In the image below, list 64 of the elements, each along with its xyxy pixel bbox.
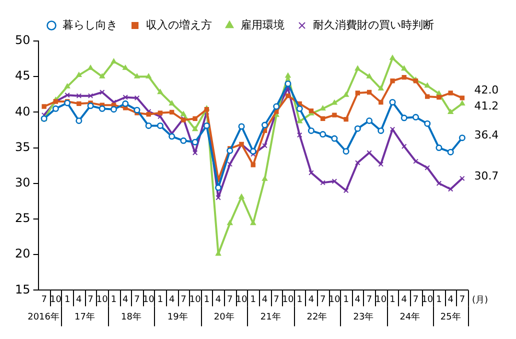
y-tick-label: 35 — [14, 140, 30, 154]
x-tick-label: 7 — [273, 294, 280, 305]
y-tick-label: 15 — [14, 282, 30, 296]
x-tick-label: 10 — [96, 294, 108, 305]
text: 24年 — [400, 312, 420, 323]
x-tick-label: 1 — [250, 294, 256, 305]
x-tick-label: 4 — [354, 294, 361, 305]
x-tick-label: 4 — [401, 294, 408, 305]
x-tick-label: 4 — [308, 294, 314, 305]
legend-label: 暮らし向き — [62, 18, 118, 32]
x-tick-label: 1 — [436, 294, 442, 305]
text: 25年 — [440, 312, 461, 323]
y-tick-label: 30 — [14, 176, 30, 190]
text: 22年 — [306, 312, 328, 323]
x-tick-label: 7 — [320, 294, 326, 305]
legend-label: 耐久消費財の買い時判断 — [313, 18, 434, 32]
x-tick-label: 7 — [366, 294, 372, 305]
x-tick-label: 4 — [448, 294, 454, 305]
x-tick-label: 10 — [142, 294, 155, 305]
x-tick-label: 4 — [76, 294, 82, 305]
data-label: 42.0 — [474, 84, 499, 97]
x-tick-label: 4 — [168, 294, 175, 305]
y-tick-label: 20 — [14, 246, 30, 261]
x-tick-label: 1 — [157, 294, 164, 305]
text: 18年 — [120, 312, 142, 323]
y-tick-label: 40 — [14, 104, 30, 118]
legend-label: 収入の増え方 — [146, 18, 212, 32]
x-tick-label: 10 — [375, 294, 387, 305]
x-tick-label: 7 — [88, 294, 94, 305]
x-tick-label: 10 — [282, 294, 294, 305]
text: 21年 — [260, 312, 281, 323]
y-tick-label: 25 — [14, 211, 30, 226]
x-axis-title: (月) — [472, 296, 488, 306]
x-tick-label: 1 — [390, 294, 396, 305]
x-tick-label: 4 — [215, 294, 222, 305]
x-tick-label: 4 — [122, 294, 129, 305]
x-tick-label: 7 — [134, 294, 140, 305]
x-tick-label: 1 — [343, 294, 349, 305]
x-tick-label: 1 — [110, 294, 117, 305]
data-label: 30.7 — [474, 169, 499, 182]
x-tick-label: 10 — [236, 294, 248, 305]
legend-label: 雇用環境 — [240, 18, 284, 32]
x-tick-label: 10 — [422, 294, 434, 305]
x-tick-label: 1 — [296, 294, 302, 305]
text: 23年 — [353, 312, 374, 323]
text: 17年 — [74, 312, 95, 323]
x-tick-label: 10 — [50, 294, 62, 305]
text: 19年 — [167, 312, 188, 323]
x-tick-label: 10 — [189, 294, 202, 305]
x-tick-label: 7 — [227, 294, 233, 305]
x-tick-label: 1 — [204, 294, 210, 305]
x-tick-label: 7 — [412, 294, 419, 305]
data-label: 36.4 — [474, 128, 499, 142]
x-tick-label: 7 — [41, 294, 47, 305]
x-tick-label: 10 — [328, 294, 340, 305]
x-tick-label: 4 — [262, 294, 268, 305]
y-tick-label: 45 — [14, 68, 30, 83]
x-tick-label: 1 — [64, 294, 70, 305]
x-tick-label: 7 — [459, 294, 466, 305]
y-tick-label: 50 — [14, 33, 30, 48]
text: 2016年 — [28, 312, 60, 323]
text: 20年 — [214, 312, 234, 323]
data-label: 41.2 — [474, 100, 499, 113]
x-tick-label: 7 — [180, 294, 186, 305]
